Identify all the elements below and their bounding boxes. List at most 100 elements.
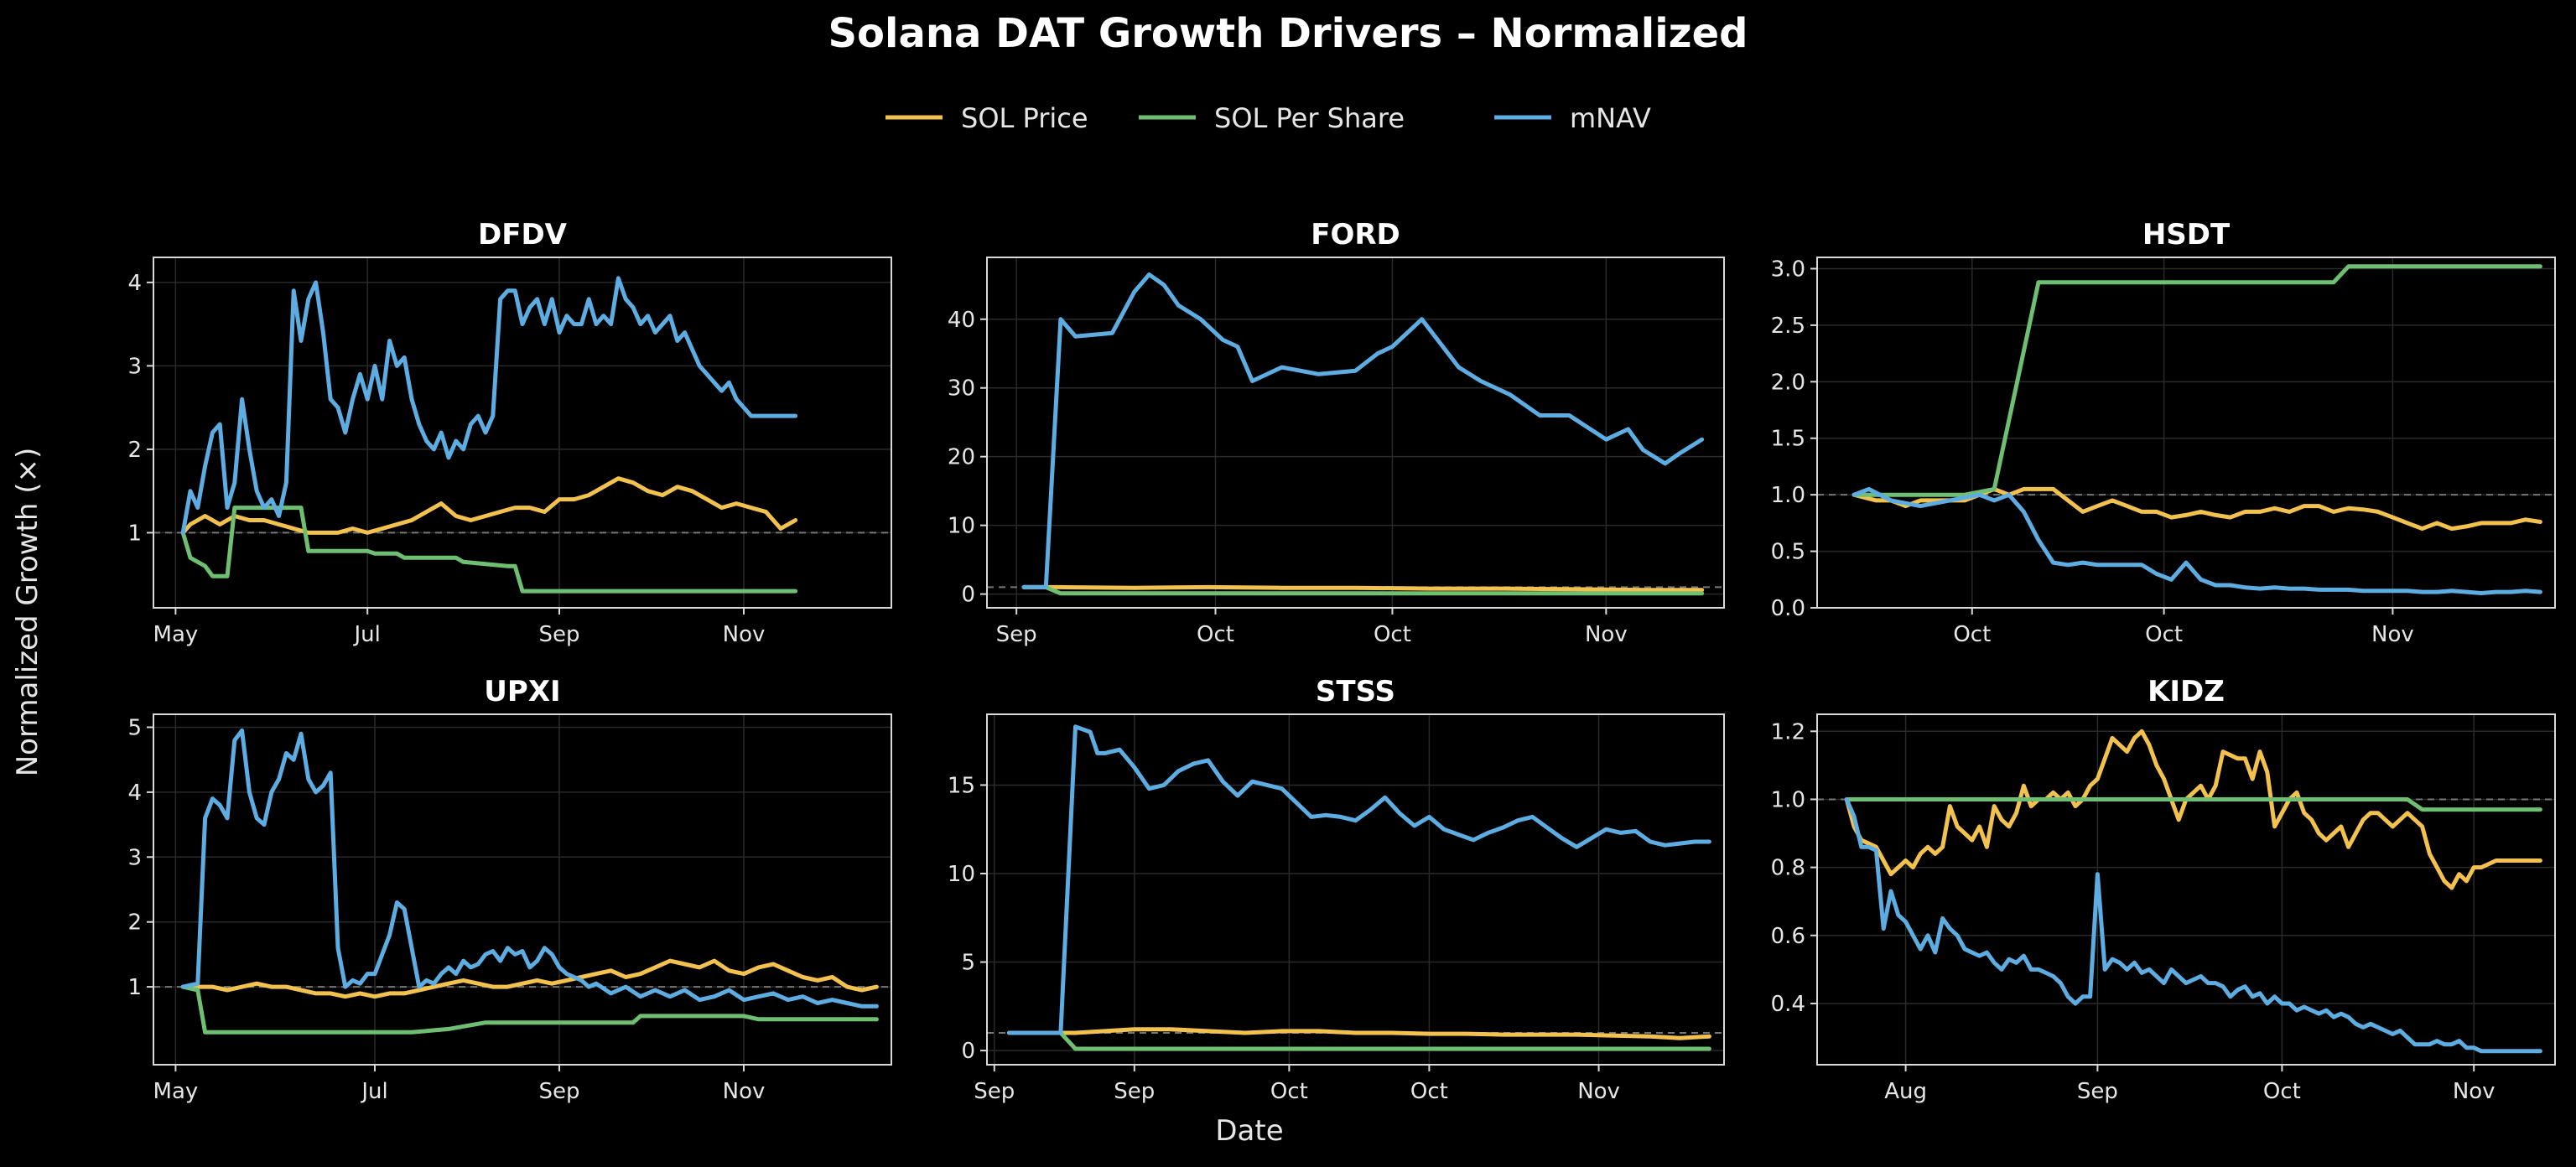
x-tick-label-1: Sep — [1114, 1079, 1155, 1104]
legend-label-1: SOL Per Share — [1214, 102, 1405, 134]
x-tick-label-2: Nov — [2371, 622, 2414, 647]
x-tick-label-1: Oct — [2145, 622, 2183, 647]
x-tick-label-3: Nov — [1585, 622, 1628, 647]
y-tick-label-1: 10 — [948, 514, 975, 539]
legend-label-2: mNAV — [1570, 102, 1651, 134]
series-line-mnav — [1006, 724, 1711, 1035]
figure-title: Solana DAT Growth Drivers – Normalized — [828, 10, 1748, 57]
plot-area — [1817, 257, 2555, 608]
plot-area — [987, 714, 1724, 1065]
series-line-mnav — [1021, 272, 1705, 589]
x-axis-label: Date — [1215, 1114, 1283, 1148]
y-tick-label-1: 0.6 — [1771, 924, 1805, 949]
y-tick-label-2: 3 — [127, 845, 142, 870]
x-tick-label-2: Oct — [2263, 1079, 2301, 1104]
panel-title: STSS — [1316, 675, 1395, 708]
y-tick-label-2: 1.0 — [1771, 483, 1805, 508]
panel-stss: 0 5 10 15 Sep Sep Oct Oct Nov STSS — [948, 675, 1725, 1104]
panel-kidz: 0.4 0.6 0.8 1.0 1.2 Aug Sep Oct Nov KIDZ — [1771, 675, 2556, 1104]
plot-area — [153, 714, 891, 1065]
x-tick-label-0: Oct — [1953, 622, 1991, 647]
y-tick-label-3: 15 — [948, 773, 975, 798]
x-tick-label-0: Aug — [1884, 1079, 1927, 1104]
y-tick-label-6: 3.0 — [1771, 257, 1805, 282]
x-tick-label-2: Oct — [1270, 1079, 1308, 1104]
y-tick-label-1: 5 — [961, 951, 975, 976]
y-tick-label-0: 1 — [127, 975, 142, 1000]
x-tick-label-3: Nov — [723, 622, 766, 647]
x-tick-label-0: Sep — [996, 622, 1037, 647]
y-tick-label-1: 2 — [127, 910, 142, 936]
y-tick-label-2: 3 — [127, 354, 142, 379]
y-tick-label-0: 1 — [127, 521, 142, 546]
panel-title: UPXI — [484, 675, 560, 708]
panel-ford: 0 10 20 30 40 Sep Oct Oct Nov FORD — [948, 218, 1725, 647]
y-tick-label-1: 0.5 — [1771, 540, 1805, 565]
x-tick-label-1: Sep — [2077, 1079, 2118, 1104]
x-tick-label-3: Nov — [2453, 1079, 2496, 1104]
series-line-sol-price — [1021, 584, 1705, 593]
plot-area — [153, 257, 891, 608]
y-tick-label-2: 10 — [948, 862, 975, 887]
plot-area — [987, 257, 1724, 608]
panel-upxi: 1 2 3 4 5 May Jul Sep Nov UPXI — [127, 675, 892, 1104]
x-tick-label-4: Nov — [1577, 1079, 1620, 1104]
y-axis-label: Normalized Growth (×) — [11, 448, 44, 777]
series-line-mnav — [180, 728, 879, 1009]
y-tick-label-4: 1.2 — [1771, 719, 1805, 744]
series-line-sol-per-share — [1844, 797, 2542, 812]
y-tick-label-0: 0.0 — [1771, 596, 1805, 621]
series-line-sol-price — [1006, 1027, 1711, 1040]
y-tick-label-3: 1.0 — [1771, 787, 1805, 812]
y-tick-label-4: 5 — [127, 715, 142, 740]
y-tick-label-3: 30 — [948, 376, 975, 402]
x-tick-label-3: Nov — [723, 1079, 766, 1104]
series-line-sol-price — [180, 476, 798, 535]
series-line-mnav — [180, 276, 798, 535]
legend: SOL Price SOL Per Share mNAV — [886, 102, 1651, 134]
x-tick-label-0: Sep — [974, 1079, 1015, 1104]
plot-area — [1817, 714, 2555, 1065]
y-tick-label-4: 40 — [948, 308, 975, 333]
y-tick-label-0: 0 — [961, 583, 975, 608]
x-tick-label-3: Oct — [1410, 1079, 1448, 1104]
x-tick-label-0: May — [153, 1079, 199, 1104]
x-tick-label-1: Jul — [360, 1079, 387, 1104]
series-line-sol-per-share — [1852, 264, 2542, 497]
plot-frame — [986, 257, 1725, 609]
y-tick-label-5: 2.5 — [1771, 314, 1805, 339]
panel-hsdt: 0.0 0.5 1.0 1.5 2.0 2.5 3.0 Oct Oct Nov HSDT — [1771, 218, 2556, 647]
y-tick-label-0: 0 — [961, 1039, 975, 1064]
plot-frame — [1816, 713, 2556, 1066]
y-tick-label-3: 1.5 — [1771, 427, 1805, 452]
y-tick-label-0: 0.4 — [1771, 992, 1805, 1017]
series-line-sol-price — [1844, 729, 2542, 890]
panel-title: KIDZ — [2148, 675, 2225, 708]
series-line-mnav — [1844, 797, 2542, 1054]
plot-frame — [153, 257, 892, 609]
x-tick-label-2: Oct — [1374, 622, 1411, 647]
plot-frame — [153, 713, 892, 1066]
x-tick-label-1: Jul — [353, 622, 381, 647]
panel-title: HSDT — [2142, 218, 2231, 252]
plot-frame — [1816, 257, 2556, 609]
x-tick-label-2: Sep — [538, 1079, 579, 1104]
y-tick-label-4: 2.0 — [1771, 370, 1805, 395]
panel-title: FORD — [1311, 218, 1400, 252]
series-line-sol-per-share — [180, 506, 798, 594]
y-tick-label-1: 2 — [127, 438, 142, 463]
y-tick-label-3: 4 — [127, 781, 142, 806]
x-tick-label-2: Sep — [538, 622, 579, 647]
series-line-mnav — [1852, 486, 2542, 595]
x-tick-label-0: May — [153, 622, 199, 647]
y-tick-label-2: 0.8 — [1771, 856, 1805, 881]
series-line-sol-price — [180, 958, 879, 999]
y-tick-label-2: 20 — [948, 445, 975, 470]
plot-frame — [986, 713, 1725, 1066]
legend-label-0: SOL Price — [961, 102, 1088, 134]
panel-dfdv: 1 2 3 4 May Jul Sep Nov DFDV — [127, 218, 892, 647]
series-line-sol-per-share — [180, 984, 879, 1035]
y-tick-label-3: 4 — [127, 271, 142, 296]
